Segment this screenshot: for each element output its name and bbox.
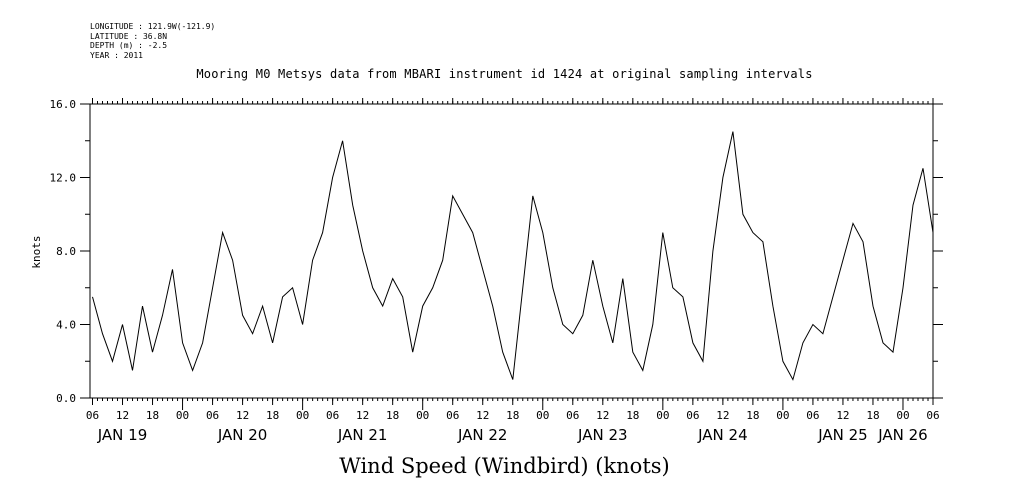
x-tick-label: 12 (236, 409, 249, 422)
x-day-label: JAN 20 (217, 426, 268, 444)
x-day-label: JAN 25 (817, 426, 868, 444)
y-tick-label: 12.0 (50, 172, 77, 185)
x-tick-label: 00 (296, 409, 309, 422)
x-tick-label: 00 (176, 409, 189, 422)
x-tick-label: 00 (896, 409, 909, 422)
y-tick-label: 8.0 (56, 245, 76, 258)
x-tick-label: 06 (446, 409, 459, 422)
x-tick-label: 00 (536, 409, 549, 422)
metadata-longitude: LONGITUDE : 121.9W(-121.9) (90, 22, 216, 31)
x-tick-label: 12 (356, 409, 369, 422)
metadata-year: YEAR : 2011 (90, 50, 143, 60)
y-axis-label: knots (30, 235, 43, 268)
y-tick-label: 0.0 (56, 392, 76, 405)
plot-frame (89, 103, 934, 399)
x-day-label: JAN 22 (457, 426, 508, 444)
y-tick-label: 4.0 (56, 319, 76, 332)
x-tick-label: 18 (146, 409, 159, 422)
x-tick-label: 18 (266, 409, 279, 422)
x-tick-label: 18 (626, 409, 639, 422)
axis-labels: 06 12 18 00 06 12 18 00 06 12 18 00 06 12 18 00 06 12 18 00… (50, 98, 940, 444)
x-day-label: JAN 21 (337, 426, 388, 444)
x-tick-label: 00 (656, 409, 669, 422)
metadata-latitude: LATITUDE : 36.8N (90, 31, 168, 41)
x-day-label: JAN 26 (877, 426, 928, 444)
x-tick-label: 18 (746, 409, 759, 422)
axis-ticks (80, 98, 943, 410)
x-tick-label: 06 (566, 409, 579, 422)
variable-title: Wind Speed (Windbird) (knots) (339, 454, 670, 478)
x-tick-label: 06 (326, 409, 339, 422)
x-tick-label: 06 (806, 409, 819, 422)
x-tick-label: 12 (476, 409, 489, 422)
x-tick-label: 00 (416, 409, 429, 422)
metadata-block: LONGITUDE : 121.9W(-121.9) LATITUDE : 36… (90, 22, 215, 60)
metadata-depth: DEPTH (m) : -2.5 (90, 41, 168, 50)
x-day-label: JAN 24 (697, 426, 748, 444)
x-tick-label: 18 (506, 409, 519, 422)
x-tick-label: 06 (206, 409, 219, 422)
x-tick-label: 12 (716, 409, 729, 422)
x-tick-label: 18 (386, 409, 399, 422)
wind-speed-series-line (92, 131, 934, 381)
x-tick-label: 06 (86, 409, 99, 422)
x-tick-label: 12 (596, 409, 609, 422)
x-tick-label: 12 (836, 409, 849, 422)
chart-title: Mooring M0 Metsys data from MBARI instru… (196, 67, 813, 81)
x-tick-label: 18 (866, 409, 879, 422)
x-tick-label: 12 (116, 409, 129, 422)
x-tick-label: 06 (926, 409, 939, 422)
x-day-label: JAN 23 (577, 426, 628, 444)
x-tick-label: 06 (686, 409, 699, 422)
y-tick-label: 16.0 (50, 98, 77, 111)
x-day-label: JAN 19 (97, 426, 148, 444)
x-tick-label: 00 (776, 409, 789, 422)
